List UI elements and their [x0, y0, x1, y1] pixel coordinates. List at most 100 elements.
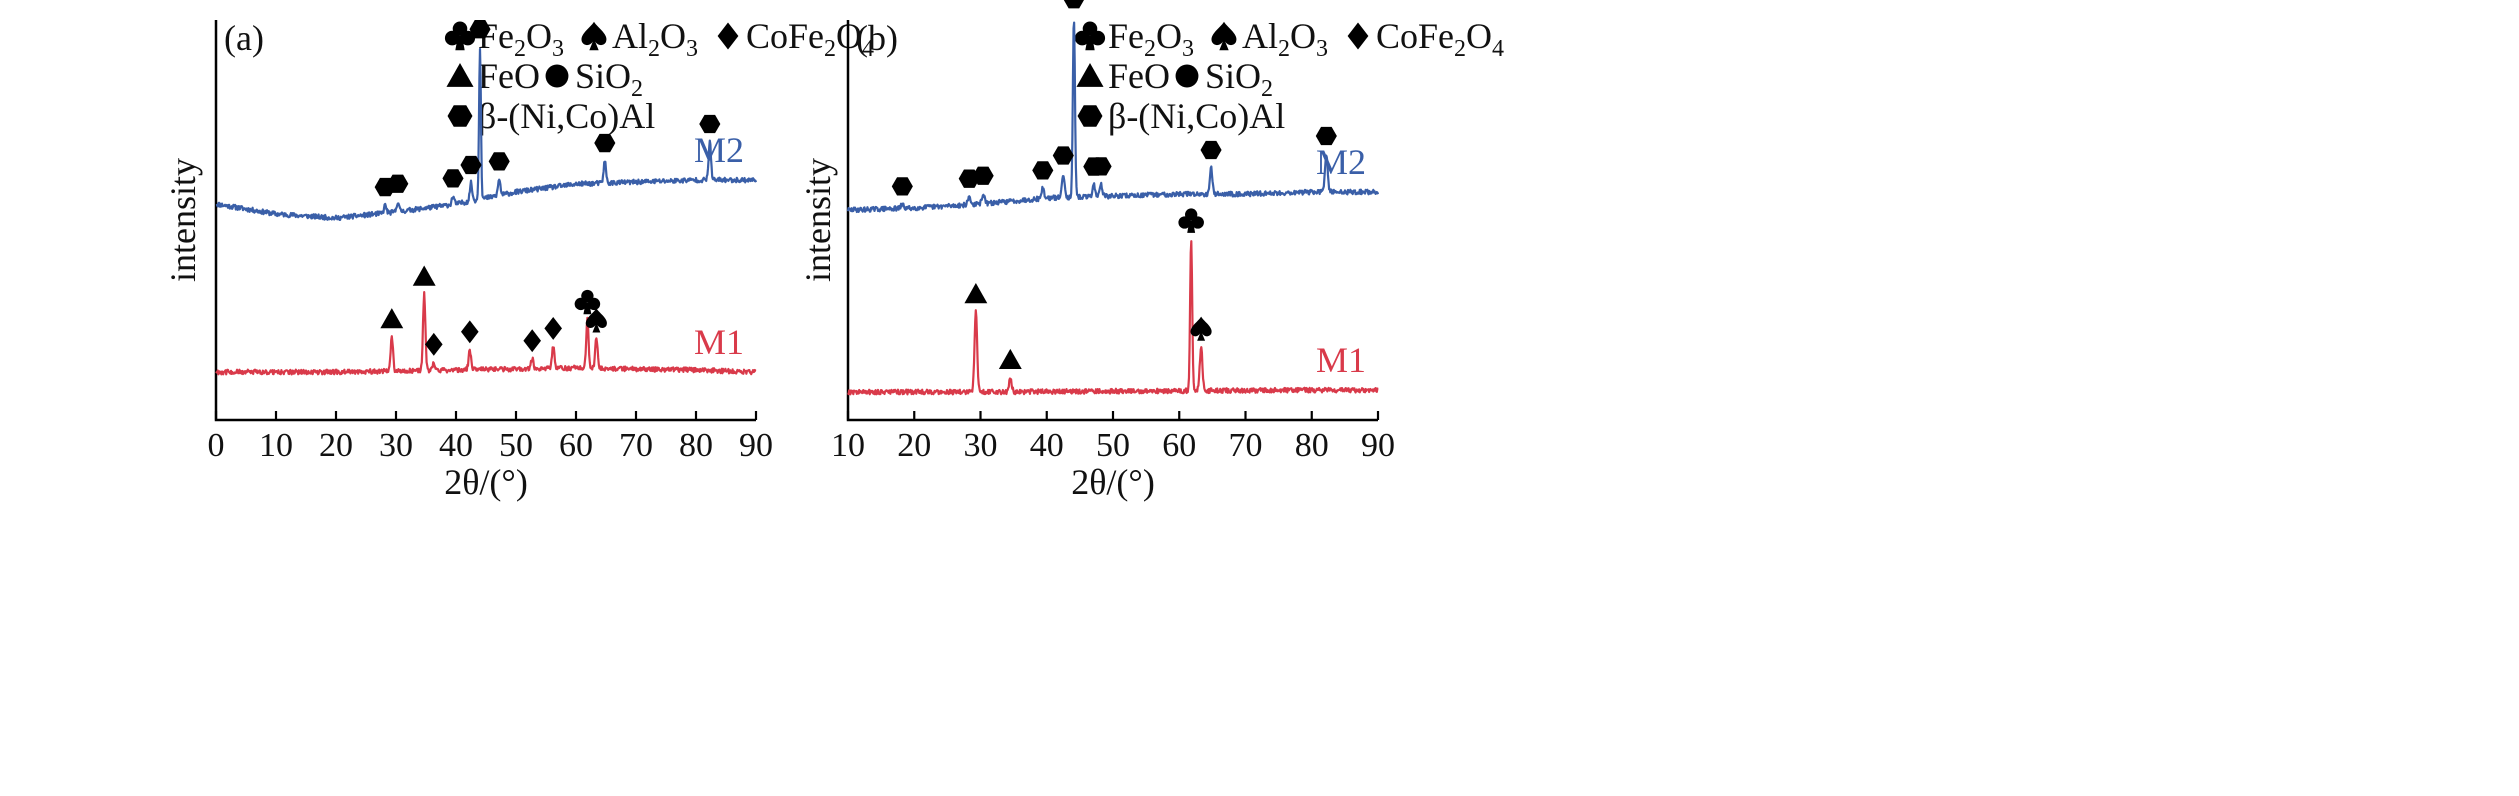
peak-marker — [425, 332, 443, 356]
peak-marker — [1315, 126, 1337, 146]
x-tick-label: 30 — [964, 427, 998, 464]
x-tick-label: 10 — [831, 427, 865, 464]
x-axis-title: 2θ/(°) — [444, 462, 528, 502]
series-line — [215, 291, 757, 376]
legend-entry: FeO — [1076, 56, 1170, 96]
legend-label: Al2O3 — [1242, 16, 1328, 62]
x-tick-label: 60 — [1162, 427, 1196, 464]
peak-marker — [460, 155, 482, 175]
diamond-icon — [1347, 22, 1369, 50]
legend-entry: FeO — [446, 56, 540, 96]
panel-label: (b) — [856, 18, 898, 58]
legend-entry: β-(Ni,Co)Al — [1077, 96, 1285, 136]
hexagon-icon — [1077, 105, 1103, 127]
legend-entry: Al2O3 — [1211, 16, 1328, 62]
peak-marker — [1052, 146, 1074, 165]
peak-marker — [964, 283, 988, 304]
triangle-icon — [1076, 63, 1104, 87]
legend-label: FeO — [478, 56, 540, 96]
series-label: M2 — [1316, 142, 1366, 182]
diamond-icon — [717, 22, 739, 50]
spade-icon — [581, 21, 607, 51]
legend-label: FeO — [1108, 56, 1170, 96]
series-m1: M1 — [847, 208, 1379, 396]
circle-icon — [1175, 64, 1199, 88]
legend-entry: CoFe2O4 — [1347, 16, 1504, 62]
peak-marker — [574, 289, 601, 315]
x-tick-label: 50 — [1096, 427, 1130, 464]
panel-label: (a) — [224, 18, 264, 58]
x-tick-label: 90 — [739, 427, 773, 464]
peak-marker — [442, 169, 464, 188]
legend-entry: β-(Ni,Co)Al — [447, 96, 655, 136]
legend-label: CoFe2O4 — [746, 16, 874, 62]
triangle-icon — [446, 63, 474, 87]
peak-marker — [1190, 316, 1212, 341]
series-m1: M1 — [215, 265, 757, 376]
x-tick-label: 20 — [897, 427, 931, 464]
x-tick-label: 50 — [499, 427, 533, 464]
series-line — [847, 240, 1379, 396]
peak-marker — [387, 174, 409, 193]
hexagon-icon — [447, 105, 473, 127]
x-tick-label: 0 — [208, 427, 225, 464]
legend-label: β-(Ni,Co)Al — [1108, 96, 1285, 136]
x-tick-label: 80 — [679, 427, 713, 464]
series-m2: M2 — [846, 0, 1380, 214]
series-line — [215, 47, 758, 222]
series-line — [846, 21, 1380, 214]
peak-marker — [1090, 157, 1112, 176]
peak-marker — [1063, 0, 1084, 9]
legend-label: Fe2O3 — [1108, 16, 1194, 62]
peak-marker — [523, 329, 541, 353]
peak-marker — [412, 265, 436, 286]
x-tick-label: 60 — [559, 427, 593, 464]
series-m2: M2 — [215, 20, 758, 222]
legend-label: SiO2 — [1205, 56, 1273, 102]
y-axis-title: intensity — [798, 158, 838, 282]
peak-marker — [1032, 161, 1054, 180]
peak-marker — [1200, 140, 1222, 160]
y-axis-title: intensity — [163, 158, 203, 282]
legend-label: CoFe2O4 — [1376, 16, 1504, 62]
x-tick-label: 90 — [1361, 427, 1395, 464]
peak-marker — [594, 133, 616, 153]
legend-entry: Fe2O3 — [1074, 16, 1194, 62]
club-icon — [1074, 21, 1106, 51]
chart-panel-1: 10 20 30 40 50 60 70 80 90 2θ/(°) intensity (b) Fe2O… — [798, 0, 1504, 502]
legend-label: Al2O3 — [612, 16, 698, 62]
x-tick-label: 80 — [1295, 427, 1329, 464]
x-tick-label: 40 — [1030, 427, 1064, 464]
legend-label: β-(Ni,Co)Al — [478, 96, 655, 136]
x-tick-label: 10 — [259, 427, 293, 464]
legend-label: SiO2 — [575, 56, 643, 102]
peak-marker — [469, 20, 491, 39]
legend-entry: SiO2 — [1175, 56, 1273, 102]
peak-marker — [585, 308, 607, 333]
peak-marker — [998, 348, 1022, 370]
legend-entry: SiO2 — [545, 56, 643, 102]
legend-entry: Al2O3 — [581, 16, 698, 62]
series-label: M2 — [694, 130, 744, 170]
peak-marker — [461, 320, 479, 344]
x-tick-label: 40 — [439, 427, 473, 464]
spade-icon — [1211, 21, 1237, 51]
peak-marker — [972, 166, 994, 185]
peak-marker — [544, 316, 562, 340]
peak-marker — [1178, 208, 1204, 233]
x-axis-title: 2θ/(°) — [1071, 462, 1155, 502]
x-tick-label: 30 — [379, 427, 413, 464]
legend-entry: CoFe2O4 — [717, 16, 874, 62]
x-tick-label: 70 — [1229, 427, 1263, 464]
x-tick-label: 70 — [619, 427, 653, 464]
peak-marker — [699, 114, 721, 134]
club-icon — [444, 21, 476, 51]
peak-marker — [488, 152, 510, 171]
series-label: M1 — [694, 322, 744, 362]
peak-marker — [891, 177, 913, 196]
x-tick-label: 20 — [319, 427, 353, 464]
